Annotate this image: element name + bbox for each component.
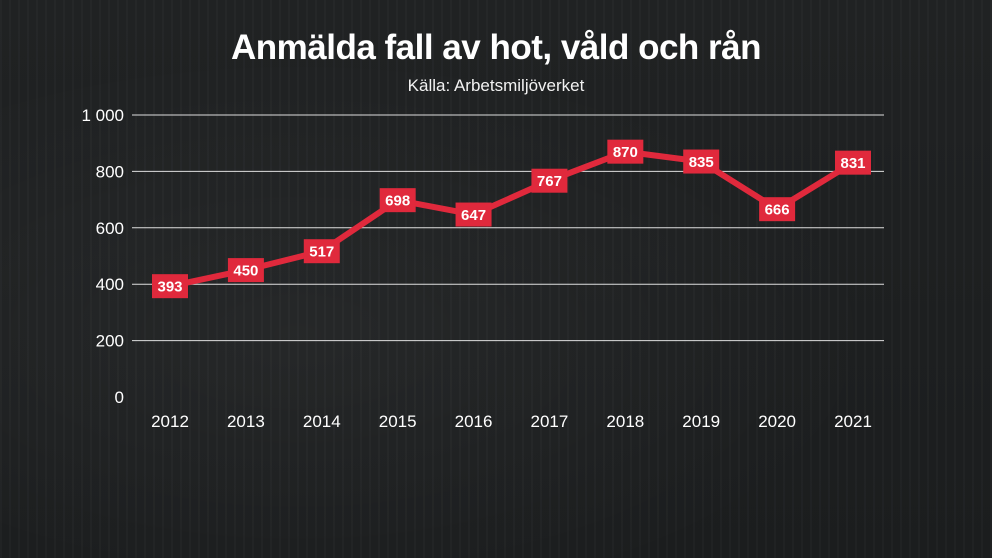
y-tick-label: 0 <box>115 388 124 407</box>
x-tick-label: 2014 <box>303 412 341 431</box>
data-label: 870 <box>613 144 638 161</box>
data-label: 450 <box>233 263 258 280</box>
x-tick-label: 2019 <box>682 412 720 431</box>
data-point-marker <box>531 168 568 193</box>
data-label: 698 <box>385 193 410 210</box>
data-point-marker <box>835 150 871 175</box>
data-label: 767 <box>537 173 562 190</box>
chart-source: Källa: Arbetsmiljöverket <box>407 76 585 95</box>
data-point-marker <box>227 258 264 283</box>
x-tick-label: 2020 <box>758 412 796 431</box>
data-label: 647 <box>461 207 486 224</box>
data-point-marker <box>683 149 720 174</box>
series-line <box>166 148 858 290</box>
data-label: 666 <box>765 202 790 219</box>
data-label: 517 <box>309 244 334 261</box>
data-point-marker <box>303 239 340 264</box>
x-tick-label: 2012 <box>151 412 189 431</box>
y-tick-label: 400 <box>96 275 124 294</box>
data-point-marker <box>379 188 416 213</box>
y-tick-label: 800 <box>96 162 124 181</box>
y-tick-label: 200 <box>96 332 124 351</box>
y-tick-label: 1 000 <box>81 106 124 125</box>
data-point-marker <box>607 139 644 164</box>
x-tick-label: 2017 <box>531 412 569 431</box>
data-label: 831 <box>840 155 865 172</box>
data-point-marker <box>152 274 188 299</box>
x-tick-label: 2013 <box>227 412 265 431</box>
chart-title: Anmälda fall av hot, våld och rån <box>230 28 762 67</box>
y-tick-label: 600 <box>96 219 124 238</box>
x-tick-label: 2016 <box>455 412 493 431</box>
x-tick-label: 2018 <box>606 412 644 431</box>
data-label: 393 <box>157 279 182 296</box>
x-tick-label: 2021 <box>834 412 872 431</box>
data-point-marker <box>455 202 492 227</box>
data-point-marker <box>759 197 796 222</box>
data-label: 835 <box>689 154 714 171</box>
x-tick-label: 2015 <box>379 412 417 431</box>
